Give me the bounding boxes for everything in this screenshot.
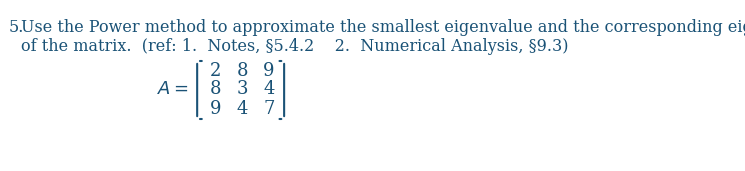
Text: 7: 7	[263, 100, 275, 118]
Text: 8: 8	[210, 80, 221, 98]
Text: 3: 3	[237, 80, 248, 98]
Text: 2: 2	[210, 62, 221, 80]
Text: Use the Power method to approximate the smallest eigenvalue and the correspondin: Use the Power method to approximate the …	[22, 19, 745, 36]
Text: 9: 9	[210, 100, 221, 118]
Text: 9: 9	[263, 62, 275, 80]
Text: 4: 4	[237, 100, 248, 118]
Text: of the matrix.  (ref: 1.  Notes, §5.4.2    2.  Numerical Analysis, §9.3): of the matrix. (ref: 1. Notes, §5.4.2 2.…	[22, 38, 568, 55]
Text: 5.: 5.	[9, 19, 24, 36]
Text: $A=$: $A=$	[157, 80, 189, 98]
Text: 4: 4	[263, 80, 275, 98]
Text: 8: 8	[237, 62, 248, 80]
